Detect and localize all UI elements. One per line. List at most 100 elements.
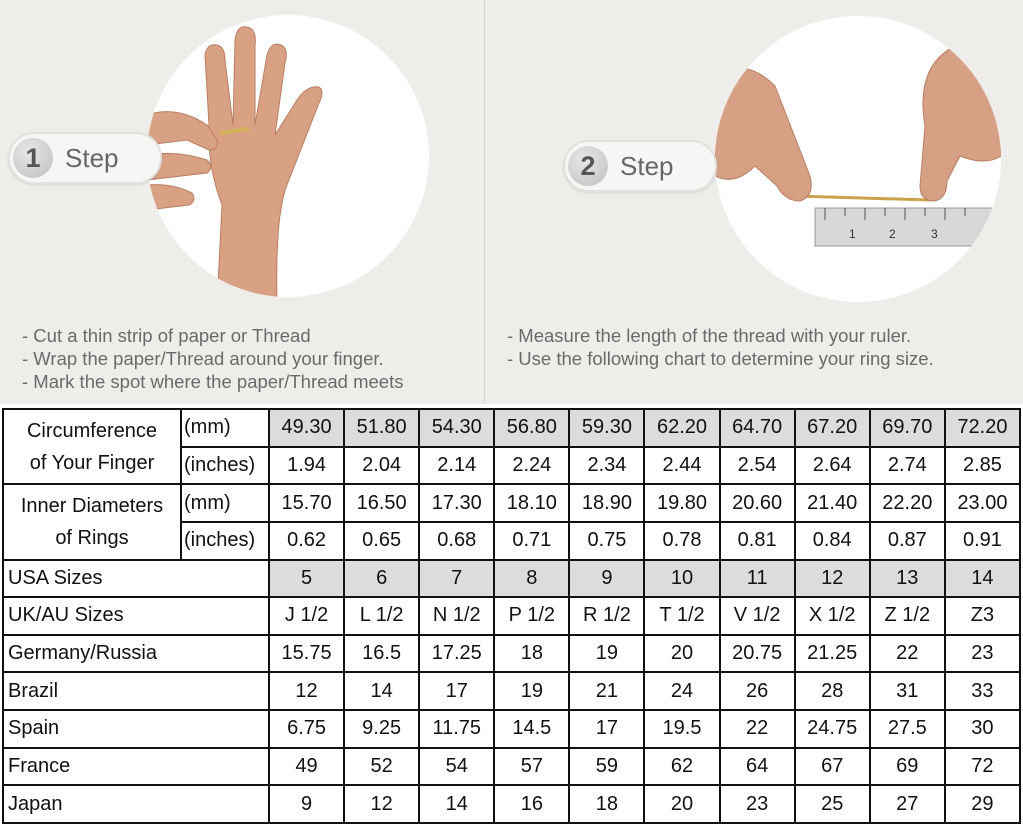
step-number-badge: 1 — [13, 138, 53, 178]
table-cell: 0.81 — [718, 520, 796, 561]
table-cell: 29 — [943, 784, 1022, 824]
table-cell: 0.78 — [643, 520, 721, 561]
table-cell: 2.54 — [718, 445, 796, 486]
table-cell: R 1/2 — [568, 596, 646, 636]
table-cell: 2.34 — [568, 445, 646, 486]
table-cell: 18.10 — [493, 483, 571, 523]
table-cell: 72 — [943, 746, 1022, 787]
table-cell: 17 — [568, 709, 646, 749]
row-label: France — [2, 746, 270, 787]
table-cell: 18.90 — [568, 483, 646, 523]
table-cell: 2.24 — [493, 445, 571, 486]
table-cell: 16.50 — [343, 483, 421, 523]
table-cell: Z3 — [943, 596, 1022, 636]
table-cell: 19 — [493, 671, 571, 711]
table-cell: 22 — [718, 709, 796, 749]
label-line: of Rings — [55, 526, 129, 549]
row-label: Brazil — [2, 671, 270, 711]
instruction-line: - Wrap the paper/Thread around your fing… — [22, 348, 384, 369]
circumference-inches-row: (inches) 1.94 2.04 2.14 2.24 2.34 2.44 2.54 2.64… — [3, 445, 1022, 486]
table-cell: 62 — [643, 746, 721, 787]
unit-mm: (mm) — [180, 483, 270, 523]
table-cell: 69.70 — [868, 408, 946, 448]
instruction-line: - Mark the spot where the paper/Thread m… — [22, 371, 404, 392]
table-cell: 9 — [267, 784, 346, 824]
thread-and-ruler-icon: 1 2 3 — [715, 35, 1001, 247]
table-cell: 17.25 — [418, 633, 496, 674]
table-cell: 26 — [718, 671, 796, 711]
table-cell: 23.00 — [943, 483, 1022, 523]
table-cell: 9.25 — [343, 709, 421, 749]
table-cell: 67 — [793, 746, 871, 787]
step-number-badge: 2 — [568, 146, 608, 186]
table-cell: 0.65 — [343, 520, 421, 561]
table-cell: 54 — [418, 746, 496, 787]
step-1-pill: 1 Step — [8, 132, 162, 184]
table-cell: 64 — [718, 746, 796, 787]
table-cell: 5 — [267, 558, 346, 599]
hand-photo-step-1 — [147, 15, 429, 297]
table-cell: 1.94 — [267, 445, 346, 486]
label-line: Circumference — [26, 419, 158, 442]
table-cell: 27 — [868, 784, 946, 824]
table-cell: 14 — [418, 784, 496, 824]
table-cell: 24.75 — [793, 709, 871, 749]
table-cell: 15.70 — [267, 483, 346, 523]
table-cell: 31 — [868, 671, 946, 711]
table-cell: 14.5 — [493, 709, 571, 749]
step-2-pill: 2 Step — [563, 140, 717, 192]
table-cell: 19 — [568, 633, 646, 674]
table-cell: 67.20 — [793, 408, 871, 448]
table-cell: P 1/2 — [493, 596, 571, 636]
table-cell: 51.80 — [343, 408, 421, 448]
table-cell: 69 — [868, 746, 946, 787]
ruler-mark: 1 — [849, 227, 856, 241]
row-label: UK/AU Sizes — [2, 596, 270, 636]
panel-divider — [484, 0, 485, 404]
instruction-line: - Measure the length of the thread with … — [507, 325, 912, 346]
row-label: USA Sizes — [2, 558, 270, 599]
table-cell: 56.80 — [493, 408, 571, 448]
table-cell: 2.85 — [943, 445, 1022, 486]
table-cell: 0.62 — [267, 520, 346, 561]
table-row: Japan 9 12 14 16 18 20 23 25 27 29 — [2, 784, 1022, 824]
table-cell: 12 — [793, 558, 871, 599]
table-cell: 9 — [568, 558, 646, 599]
table-cell: 59 — [568, 746, 646, 787]
table-cell: 15.75 — [267, 633, 346, 674]
table-cell: 0.84 — [793, 520, 871, 561]
table-cell: 0.87 — [868, 520, 946, 561]
unit-inches: (inches) — [180, 445, 270, 486]
table-cell: 20 — [643, 784, 721, 824]
instruction-line: - Cut a thin strip of paper or Thread — [22, 325, 311, 346]
table-cell: X 1/2 — [793, 596, 871, 636]
ruler — [814, 207, 1001, 247]
table-cell: 18 — [493, 633, 571, 674]
label-line: of Your Finger — [29, 451, 155, 474]
table-cell: 2.64 — [793, 445, 871, 486]
table-row: Brazil 12 14 17 19 21 24 26 28 31 33 — [2, 671, 1022, 711]
unit-inches: (inches) — [180, 520, 270, 561]
table-cell: 64.70 — [718, 408, 796, 448]
inner-diameter-mm-row: Inner Diameters of Rings (mm) 15.70 16.50 17.… — [2, 483, 1022, 561]
row-label: Spain — [2, 709, 270, 749]
table-cell: 10 — [643, 558, 721, 599]
ring-size-chart: Circumference of Your Finger (mm) 49.30 51.8… — [2, 407, 1022, 824]
table-cell: 72.20 — [943, 408, 1022, 448]
table-cell: 12 — [267, 671, 346, 711]
table-cell: 30 — [943, 709, 1022, 749]
label-line: Inner Diameters — [20, 494, 164, 517]
table-cell: 13 — [868, 558, 946, 599]
table-cell: L 1/2 — [343, 596, 421, 636]
instruction-line: - Use the following chart to determine y… — [507, 348, 934, 369]
table-cell: 20 — [643, 633, 721, 674]
table-cell: 17 — [418, 671, 496, 711]
table-cell: 19.80 — [643, 483, 721, 523]
table-cell: 14 — [943, 558, 1022, 599]
table-cell: 57 — [493, 746, 571, 787]
table-cell: Z 1/2 — [868, 596, 946, 636]
circumference-mm-row: Circumference of Your Finger (mm) 49.30 51.8… — [2, 407, 1022, 486]
table-cell: 11.75 — [418, 709, 496, 749]
ruler-photo-step-2: 1 2 3 — [715, 16, 1001, 302]
table-cell: 0.91 — [943, 520, 1022, 561]
